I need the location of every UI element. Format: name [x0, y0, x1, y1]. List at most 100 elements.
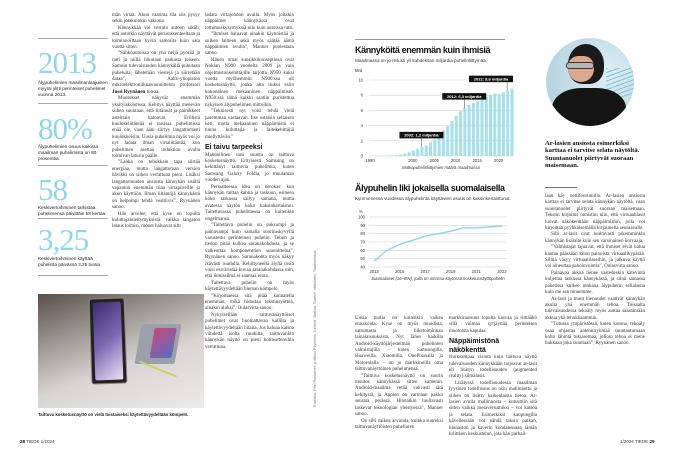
paragraph-text: ”Lanka on tehokkain tapa siirtää energia…	[112, 160, 200, 211]
data-point-2021	[476, 227, 477, 229]
article-column: mān virtaa. Akun vaatima tila siis pysyy…	[112, 13, 200, 231]
data-point-2016	[412, 240, 413, 241]
bar-2019	[493, 93, 497, 156]
divider	[355, 39, 505, 40]
paragraph: ”Taitettava puhelin on paksumpi ja paina…	[205, 223, 294, 281]
body-shape	[552, 88, 626, 126]
y-tick-label: 60	[360, 248, 365, 253]
paragraph-text: mān virtaa. Akun vaatima tila siis pysyy…	[112, 13, 200, 25]
graphics-credit: Grafiikka: Petri Ronkainen ja Mikko Pöyh…	[313, 249, 317, 407]
x-tick-label: 2020	[494, 158, 504, 163]
paragraph: ”Teknisesti nyt voisi tehdä vielä paremm…	[205, 109, 294, 141]
page-number: 28	[20, 439, 26, 444]
annotation-box	[469, 75, 513, 83]
paragraph-text: markkinaosuus lopulta kasvaa ja riittääk…	[449, 316, 537, 334]
bar-2023	[510, 88, 514, 156]
paragraph-text: ”Taittuva kosketusnäyttö on suurin muuto…	[355, 373, 443, 418]
paragraph: Taitettava puhelin on myös käytettävyyde…	[205, 281, 294, 294]
paragraph: ”Valmistajat tajuavat, että ihmiset eivä…	[545, 245, 645, 271]
bar-2018	[489, 95, 493, 156]
paragraph: ”Ihmiset haluavat ainakin käynnistää ja …	[205, 32, 294, 58]
paragraph: On silti vaikea arvioida, kuinka suureks…	[355, 419, 443, 432]
stat-caption: Älypuhelimien osuus kaikista maailman pu…	[38, 144, 98, 161]
y-axis-label: %	[359, 209, 363, 214]
photo-caption: Taittuva kosketusnäyttö on vielä toistai…	[38, 412, 189, 417]
divider	[545, 187, 577, 188]
magazine-issue: 1/2024 TIEDE	[620, 439, 649, 444]
data-point-2014	[386, 250, 388, 251]
paragraph-text: Hän arvelee, että kyse on lopulta kulutt…	[112, 211, 200, 230]
y-tick-label: 70	[360, 240, 365, 245]
paragraph-text: On silti vaikea arvioida, kuinka suureks…	[355, 418, 443, 430]
paragraph: ladata virtajohdon avulla. Myös joitakin…	[205, 13, 294, 32]
paragraph: markkinaosuus lopulta kasvaa ja riittääk…	[449, 316, 537, 335]
annotation-box	[399, 131, 444, 139]
data-point-2013	[373, 260, 375, 262]
data-point-2017	[424, 235, 426, 237]
data-point-2020	[463, 227, 464, 229]
annotation-label: 2012: 6,3 miljardia	[447, 94, 482, 99]
divider	[38, 38, 108, 39]
data-point-2023	[501, 225, 503, 227]
ar-glasses-portrait	[546, 38, 634, 126]
paragraph-text: Huikeampaa visiota kuin taittuva näyttö …	[449, 355, 537, 380]
bar-chart-subscriptions: Mrd 0 2 4 6 8 10 1990 2000 2005 2010 2015 2020 Matkap…	[355, 68, 514, 170]
bar-2016	[480, 99, 484, 156]
x-axis-label: Matkapuhelinliittymien määrä maailmassa	[402, 165, 480, 170]
x-tick-label: 2015	[472, 158, 482, 163]
paragraph: Huikeampaa visiota kuin taittuva näyttö …	[449, 355, 537, 381]
flip-phone-shape	[134, 324, 182, 364]
bar-1998	[403, 153, 407, 156]
paragraph: Mahdollinen uusi suunta on taittuva kosk…	[205, 153, 294, 185]
paragraph: Uusia tuulia on kuitenkin vaikea ennakoi…	[355, 316, 443, 374]
y-tick-label: 8	[361, 93, 364, 98]
y-tick-label: 100	[358, 215, 366, 220]
divider	[38, 218, 108, 219]
data-point-2015	[399, 244, 400, 245]
paragraph: ”Kirjoittaessa sitä pitää kannatella ene…	[205, 294, 294, 313]
bar-1999	[407, 152, 411, 156]
bar-2012	[463, 108, 467, 156]
x-tick-label: 2000	[408, 158, 418, 163]
chart-subtitle: Maailmassa on jo reilusti yli kahdeksan …	[355, 58, 488, 63]
paragraph-text: Painavaa akkua lienee vastedeskin kätevi…	[545, 270, 645, 296]
series-line	[373, 225, 502, 262]
x-tick-label: 2021	[472, 269, 482, 274]
divider	[38, 275, 108, 276]
y-tick-label: 10	[358, 78, 363, 83]
page-number: 29	[649, 439, 655, 444]
paragraph-text: Silti ar-lasit ovat luultavasti pikemmin…	[545, 232, 645, 244]
phone-shape	[88, 297, 128, 385]
bar-2009	[450, 121, 454, 156]
paragraph-text: Hänen omat suosikkikonseptinsa ovat Noki…	[205, 57, 294, 108]
bar-2022	[506, 90, 510, 156]
x-tick-label: 2023	[497, 269, 507, 274]
bar-2004	[429, 142, 433, 156]
x-tick-label: 1990	[365, 158, 375, 163]
data-point-2022	[488, 226, 490, 228]
y-tick-label: 90	[360, 223, 365, 228]
bar-2006	[437, 135, 441, 156]
paragraph-text: ”Ihmiset haluavat ainakin käynnistää ja …	[205, 32, 294, 57]
paragraph: Nykyisellään taittuvanäyttöiset puhelime…	[205, 313, 294, 351]
y-tick-label: 0	[361, 154, 364, 159]
paragraph-text: Uusia tuulia on kuitenkin vaikea ennakoi…	[355, 316, 443, 373]
article-column: Uusia tuulia on kuitenkin vaikea ennakoi…	[355, 316, 443, 431]
bar-2007	[441, 130, 445, 156]
x-tick-label: 2015	[395, 269, 405, 274]
bar-1995	[390, 155, 394, 156]
line-chart-smartphone-share: % 40 50 60 70 80 90 100 2013 2015 2017 2019 2021 2023…	[358, 209, 507, 281]
x-tick-label: 2017	[421, 269, 431, 274]
bar-2008	[446, 125, 450, 156]
paragraph: laan käy nettifoorumilla. Ar-lasien ansi…	[545, 194, 645, 232]
paragraph-text: Taitettava puhelin on myös käytettävyyde…	[205, 280, 294, 293]
paragraph-text: Kännykkää voi verrata autoon sikäli, ett…	[112, 25, 201, 51]
paragraph-text: Ar-lasit ja muut hienoudet vaativat känn…	[545, 296, 645, 321]
paragraph: ”Lanka on tehokkain tapa siirtää energia…	[112, 160, 200, 211]
annotation-label: 2002: 1,2 miljardia	[404, 133, 439, 138]
stat-value: 3,25	[38, 222, 89, 257]
stat-value: 80%	[38, 111, 93, 146]
paragraph: ”Sähköautoissa on yhä neljä pyörää ja ra…	[112, 51, 200, 96]
y-tick-label: 50	[360, 256, 365, 261]
paragraph-text: ladata virtajohdon avulla. Myös joitakin…	[205, 13, 294, 31]
